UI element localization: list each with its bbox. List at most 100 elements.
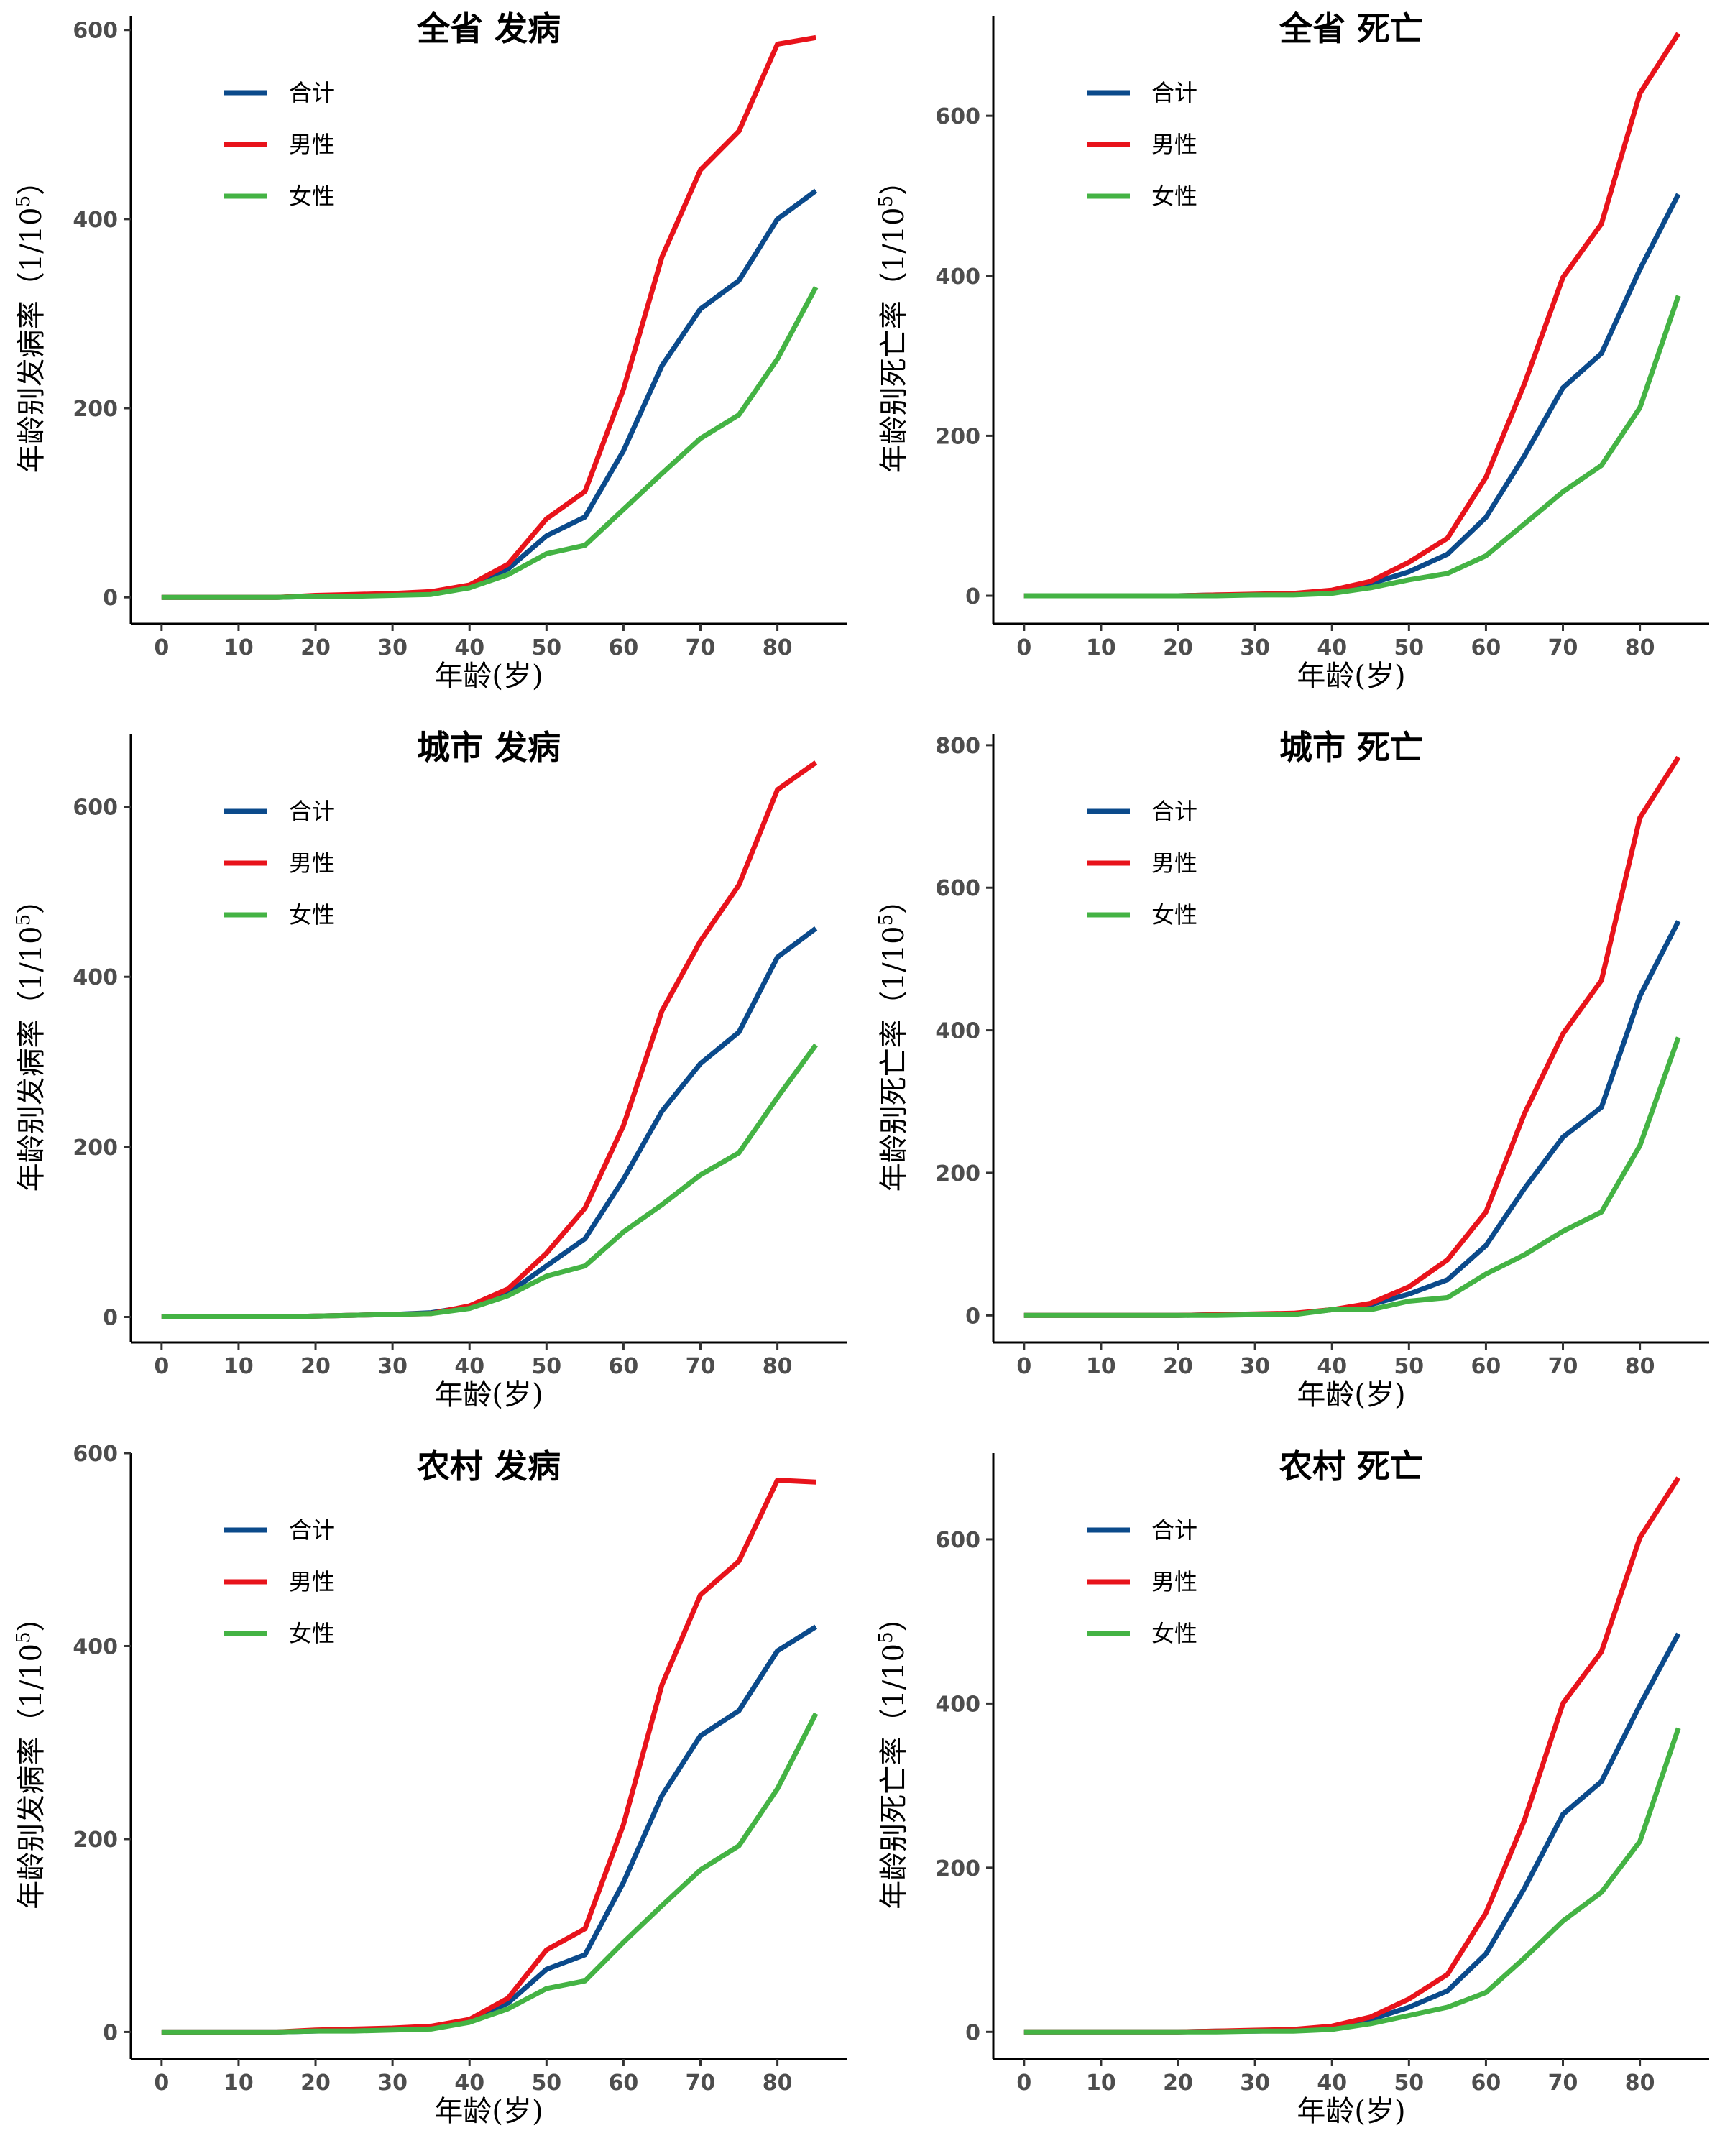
x-tick-label: 60 — [609, 635, 639, 660]
y-axis-label-close: ） — [15, 1603, 48, 1631]
series-line-total — [161, 188, 818, 600]
x-tick-label: 20 — [300, 1354, 331, 1379]
x-tick-label: 80 — [1625, 1354, 1655, 1379]
y-axis-label: 年龄别死亡率（1/105） — [875, 1603, 911, 1909]
x-axis-label: 年龄(岁) — [1297, 2095, 1405, 2128]
y-tick-label: 600 — [73, 796, 118, 821]
x-tick-label: 40 — [454, 2070, 484, 2096]
legend-label-female: 女性 — [1151, 183, 1197, 210]
series-line-male — [161, 760, 818, 1319]
series-line-female — [161, 1043, 819, 1319]
x-tick-label: 0 — [1016, 1354, 1031, 1379]
x-axis-label: 年龄(岁) — [434, 1378, 543, 1411]
x-tick-label: 40 — [1317, 2070, 1347, 2096]
legend-label-total: 合计 — [1151, 1516, 1197, 1544]
x-tick-label: 0 — [1016, 2070, 1031, 2096]
x-tick-label: 20 — [300, 635, 331, 660]
x-tick-label: 60 — [1471, 635, 1501, 660]
y-tick-label: 400 — [73, 208, 118, 233]
y-axis-label-close: ） — [15, 167, 48, 195]
legend-label-male: 男性 — [1151, 131, 1197, 158]
legend-label-male: 男性 — [1151, 849, 1197, 877]
y-tick-label: 0 — [103, 586, 118, 611]
series-line-male — [1024, 755, 1681, 1318]
legend-label-female: 女性 — [1151, 1620, 1197, 1647]
x-tick-label: 40 — [1317, 635, 1347, 660]
legend-label-total: 合计 — [1151, 798, 1197, 825]
y-tick-label: 600 — [73, 1442, 118, 1467]
y-axis-label-main: 年龄别死亡率（1/10 — [878, 207, 911, 473]
x-tick-label: 20 — [300, 2070, 331, 2096]
x-tick-label: 30 — [377, 635, 408, 660]
x-tick-label: 80 — [763, 2070, 793, 2096]
chart-title: 农村 发病 — [417, 1447, 561, 1485]
legend-label-male: 男性 — [1151, 1568, 1197, 1595]
x-tick-label: 70 — [686, 2070, 716, 2096]
legend-label-female: 女性 — [289, 1620, 335, 1647]
y-tick-label: 0 — [103, 1306, 118, 1331]
x-tick-label: 50 — [531, 1354, 561, 1379]
y-axis-label-close: ） — [878, 1603, 911, 1631]
y-axis-label-exponent: 5 — [13, 914, 34, 926]
x-tick-label: 50 — [1394, 2070, 1424, 2096]
legend-label-total: 合计 — [289, 1516, 335, 1544]
y-axis-label-close: ） — [878, 167, 911, 195]
series-line-female — [161, 285, 819, 600]
legend-label-total: 合计 — [289, 79, 335, 106]
y-axis-label-close: ） — [15, 885, 48, 914]
x-axis-label: 年龄(岁) — [1297, 660, 1405, 693]
series-line-total — [1024, 1632, 1681, 2035]
y-axis-label: 年龄别发病率（1/105） — [13, 885, 48, 1192]
chart-title: 农村 死亡 — [1279, 1447, 1423, 1485]
x-tick-label: 80 — [763, 1354, 793, 1379]
series-line-total — [161, 926, 818, 1319]
series-line-total — [161, 1624, 818, 2035]
y-tick-label: 200 — [935, 1856, 980, 1881]
legend-label-total: 合计 — [289, 798, 335, 825]
chart-title: 城市 发病 — [417, 728, 561, 767]
x-tick-label: 60 — [1471, 1354, 1501, 1379]
legend-label-female: 女性 — [289, 901, 335, 929]
x-tick-label: 20 — [1163, 2070, 1193, 2096]
x-tick-label: 70 — [686, 635, 716, 660]
x-tick-label: 30 — [1240, 1354, 1270, 1379]
y-axis-label: 年龄别发病率（1/105） — [13, 167, 48, 473]
x-tick-label: 60 — [609, 1354, 639, 1379]
x-tick-label: 40 — [1317, 1354, 1347, 1379]
x-tick-label: 10 — [1086, 635, 1116, 660]
y-tick-label: 200 — [73, 1135, 118, 1161]
x-tick-label: 70 — [1548, 1354, 1578, 1379]
x-tick-label: 60 — [1471, 2070, 1501, 2096]
x-tick-label: 30 — [377, 1354, 408, 1379]
y-tick-label: 400 — [935, 1019, 980, 1044]
x-tick-label: 0 — [154, 635, 169, 660]
x-tick-label: 80 — [1625, 2070, 1655, 2096]
y-axis-label: 年龄别发病率（1/105） — [13, 1603, 48, 1909]
y-tick-label: 600 — [73, 19, 118, 44]
y-tick-label: 400 — [73, 1634, 118, 1659]
chart-title: 城市 死亡 — [1279, 728, 1423, 767]
chart-panel-4: 0 200 400 600 800 0 10 20 30 40 50 60 70 80 城市 死亡年龄(岁)… — [875, 728, 1709, 1411]
y-tick-label: 200 — [73, 1828, 118, 1853]
y-tick-label: 200 — [73, 397, 118, 422]
x-tick-label: 50 — [1394, 635, 1424, 660]
y-tick-label: 600 — [935, 104, 980, 129]
x-axis-label: 年龄(岁) — [434, 2095, 543, 2128]
y-axis-label-main: 年龄别死亡率（1/10 — [878, 1644, 911, 1909]
x-tick-label: 30 — [1240, 2070, 1270, 2096]
x-tick-label: 0 — [154, 1354, 169, 1379]
x-tick-label: 50 — [531, 635, 561, 660]
y-tick-label: 0 — [965, 584, 980, 609]
y-axis-label-main: 年龄别发病率（1/10 — [15, 1644, 48, 1909]
y-tick-label: 0 — [965, 2020, 980, 2045]
series-line-female — [1024, 295, 1681, 599]
series-line-female — [1024, 1727, 1681, 2035]
x-tick-label: 70 — [1548, 635, 1578, 660]
y-tick-label: 600 — [935, 876, 980, 901]
series-line-male — [161, 34, 816, 600]
series-line-total — [1024, 920, 1681, 1318]
x-tick-label: 10 — [1086, 1354, 1116, 1379]
